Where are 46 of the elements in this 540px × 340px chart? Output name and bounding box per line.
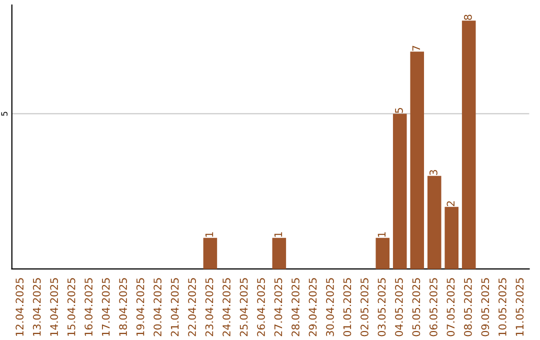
x-tick-label: 05.05.2025 (412, 278, 420, 336)
data-label: 8 (464, 14, 472, 20)
x-tick-label: 22.04.2025 (188, 278, 196, 336)
x-tick-label: 26.04.2025 (257, 278, 265, 336)
bar (272, 238, 286, 269)
x-tick-label: 12.04.2025 (16, 278, 24, 336)
x-tick-label: 27.04.2025 (274, 278, 282, 336)
bar (462, 20, 476, 269)
data-label: 1 (378, 232, 386, 237)
data-label: 7 (412, 46, 420, 51)
x-tick-label: 08.05.2025 (464, 278, 472, 336)
data-label: 2 (446, 201, 454, 206)
x-tick-label: 24.04.2025 (222, 278, 230, 336)
data-label: 5 (395, 108, 403, 113)
x-tick-label: 09.05.2025 (481, 278, 490, 336)
x-tick-label: 20.04.2025 (154, 278, 162, 336)
data-label: 3 (430, 170, 438, 176)
x-tick-label: 10.05.2025 (498, 278, 506, 336)
x-tick-label: 06.05.2025 (430, 278, 438, 336)
x-tick-label: 16.04.2025 (84, 278, 92, 336)
x-tick-label: 23.04.2025 (205, 278, 214, 336)
x-tick-label: 28.04.2025 (292, 278, 300, 336)
bar (203, 238, 218, 269)
bar (427, 176, 442, 269)
x-tick-label: 11.05.2025 (516, 278, 524, 336)
x-tick-label: 15.04.2025 (67, 278, 76, 336)
x-tick-label: 07.05.2025 (446, 278, 455, 336)
x-tick-label: 25.04.2025 (240, 278, 248, 336)
x-tick-label: 29.04.2025 (308, 278, 317, 336)
x-tick-label: 14.04.2025 (50, 278, 58, 336)
data-label: 1 (274, 232, 282, 237)
x-tick-label: 30.04.2025 (326, 278, 334, 336)
bar (392, 114, 407, 269)
x-tick-label: 18.04.2025 (119, 278, 127, 336)
x-tick-label: 21.04.2025 (170, 278, 179, 336)
bar (410, 52, 424, 269)
x-tick-label: 04.05.2025 (395, 278, 403, 336)
x-tick-label: 19.04.2025 (136, 278, 144, 336)
x-tick-label: 02.05.2025 (360, 278, 368, 336)
x-tick-label: 03.05.2025 (378, 278, 386, 336)
bar (376, 238, 390, 269)
x-tick-label: 13.04.2025 (32, 278, 41, 336)
x-tick-label: 01.05.2025 (343, 278, 352, 336)
bar (444, 206, 458, 269)
x-tick-label: 17.04.2025 (102, 278, 110, 336)
data-label: 1 (205, 232, 214, 237)
